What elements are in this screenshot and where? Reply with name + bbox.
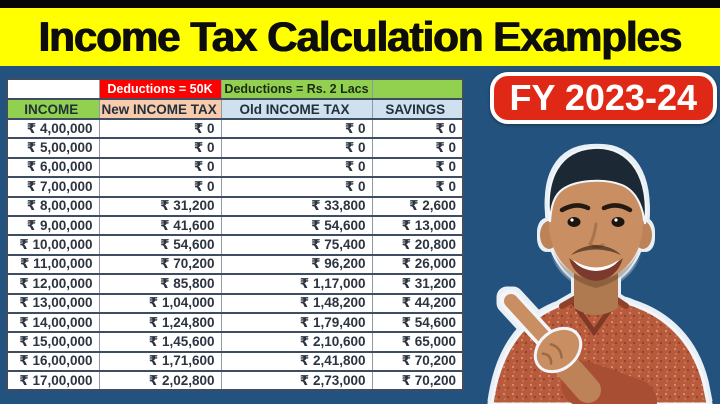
cell-old-tax: ₹ 96,200 — [220, 253, 373, 276]
col-header-new-tax: New INCOME TAX — [98, 98, 222, 120]
cell-new-tax: ₹ 54,600 — [98, 234, 222, 256]
cell-savings: ₹ 44,200 — [371, 292, 464, 314]
cell-old-tax: ₹ 0 — [220, 137, 373, 159]
cell-income: ₹ 13,00,000 — [6, 292, 100, 314]
cell-old-tax: ₹ 0 — [220, 156, 373, 179]
table-row: ₹ 12,00,000 ₹ 85,800 ₹ 1,17,000 ₹ 31,200 — [6, 273, 464, 295]
col-header-income: INCOME — [6, 98, 100, 120]
cell-new-tax: ₹ 31,200 — [98, 195, 222, 217]
cell-income: ₹ 8,00,000 — [6, 195, 100, 217]
col-header-old-tax: Old INCOME TAX — [220, 98, 373, 120]
table-row: ₹ 11,00,000 ₹ 70,200 ₹ 96,200 ₹ 26,000 — [6, 253, 464, 276]
cell-new-tax: ₹ 1,71,600 — [98, 350, 222, 373]
cell-new-tax: ₹ 1,04,000 — [98, 292, 222, 314]
cell-income: ₹ 17,00,000 — [6, 370, 100, 392]
table-row: ₹ 9,00,000 ₹ 41,600 ₹ 54,600 ₹ 13,000 — [6, 214, 464, 237]
cell-income: ₹ 4,00,000 — [6, 117, 100, 140]
cell-savings: ₹ 20,800 — [371, 234, 464, 256]
cell-old-tax: ₹ 75,400 — [220, 234, 373, 256]
table-row: ₹ 10,00,000 ₹ 54,600 ₹ 75,400 ₹ 20,800 — [6, 234, 464, 256]
fy-badge-label: FY 2023-24 — [509, 77, 697, 118]
cell-income: ₹ 10,00,000 — [6, 234, 100, 256]
table-row: ₹ 6,00,000 ₹ 0 ₹ 0 ₹ 0 — [6, 156, 464, 179]
cell-old-tax: ₹ 1,79,400 — [220, 311, 373, 334]
cell-savings: ₹ 31,200 — [371, 273, 464, 295]
cell-new-tax: ₹ 1,24,800 — [98, 311, 222, 334]
cell-new-tax: ₹ 1,45,600 — [98, 331, 222, 353]
table-row: ₹ 16,00,000 ₹ 1,71,600 ₹ 2,41,800 ₹ 70,2… — [6, 350, 464, 373]
deduction-new-label: Deductions = 50K — [98, 78, 222, 100]
cell-savings: ₹ 0 — [371, 176, 464, 198]
column-header-row: INCOME New INCOME TAX Old INCOME TAX SAV… — [6, 98, 464, 120]
cell-old-tax: ₹ 2,41,800 — [220, 350, 373, 373]
cell-savings: ₹ 0 — [371, 156, 464, 179]
title-banner: Income Tax Calculation Examples — [0, 8, 720, 66]
cell-income: ₹ 7,00,000 — [6, 176, 100, 198]
cell-savings: ₹ 2,600 — [371, 195, 464, 217]
cell-old-tax: ₹ 2,73,000 — [220, 370, 373, 392]
cell-savings: ₹ 70,200 — [371, 370, 464, 392]
cell-income: ₹ 11,00,000 — [6, 253, 100, 276]
man-pointing-illustration — [490, 146, 710, 404]
cell-savings: ₹ 54,600 — [371, 311, 464, 334]
cell-new-tax: ₹ 0 — [98, 137, 222, 159]
cell-savings: ₹ 26,000 — [371, 253, 464, 276]
cell-old-tax: ₹ 0 — [220, 117, 373, 140]
cell-income: ₹ 5,00,000 — [6, 137, 100, 159]
blank-cell — [6, 78, 100, 100]
table-row: ₹ 5,00,000 ₹ 0 ₹ 0 ₹ 0 — [6, 137, 464, 159]
cell-new-tax: ₹ 70,200 — [98, 253, 222, 276]
cell-income: ₹ 9,00,000 — [6, 214, 100, 237]
cell-income: ₹ 14,00,000 — [6, 311, 100, 334]
table-row: ₹ 7,00,000 ₹ 0 ₹ 0 ₹ 0 — [6, 176, 464, 198]
deductions-row: Deductions = 50K Deductions = Rs. 2 Lacs — [6, 78, 464, 100]
cell-new-tax: ₹ 0 — [98, 176, 222, 198]
cell-new-tax: ₹ 41,600 — [98, 214, 222, 237]
cell-old-tax: ₹ 1,48,200 — [220, 292, 373, 314]
table-row: ₹ 13,00,000 ₹ 1,04,000 ₹ 1,48,200 ₹ 44,2… — [6, 292, 464, 314]
person-image — [466, 140, 720, 404]
col-header-savings: SAVINGS — [371, 98, 464, 120]
cell-old-tax: ₹ 0 — [220, 176, 373, 198]
cell-old-tax: ₹ 1,17,000 — [220, 273, 373, 295]
cell-old-tax: ₹ 33,800 — [220, 195, 373, 217]
cell-new-tax: ₹ 0 — [98, 156, 222, 179]
cell-savings: ₹ 0 — [371, 117, 464, 140]
cell-savings: ₹ 65,000 — [371, 331, 464, 353]
cell-new-tax: ₹ 85,800 — [98, 273, 222, 295]
income-tax-table: Deductions = 50K Deductions = Rs. 2 Lacs… — [6, 78, 464, 392]
cell-income: ₹ 12,00,000 — [6, 273, 100, 295]
table-row: ₹ 8,00,000 ₹ 31,200 ₹ 33,800 ₹ 2,600 — [6, 195, 464, 217]
cell-savings: ₹ 13,000 — [371, 214, 464, 237]
cell-savings: ₹ 0 — [371, 137, 464, 159]
table-row: ₹ 15,00,000 ₹ 1,45,600 ₹ 2,10,600 ₹ 65,0… — [6, 331, 464, 353]
table-row: ₹ 14,00,000 ₹ 1,24,800 ₹ 1,79,400 ₹ 54,6… — [6, 311, 464, 334]
table-body: ₹ 4,00,000 ₹ 0 ₹ 0 ₹ 0 ₹ 5,00,000 ₹ 0 ₹ … — [6, 117, 464, 392]
blank-green-cell — [371, 78, 464, 100]
page-title: Income Tax Calculation Examples — [38, 13, 683, 60]
cell-income: ₹ 6,00,000 — [6, 156, 100, 179]
cell-savings: ₹ 70,200 — [371, 350, 464, 373]
table-row: ₹ 4,00,000 ₹ 0 ₹ 0 ₹ 0 — [6, 117, 464, 140]
cell-income: ₹ 16,00,000 — [6, 350, 100, 373]
deduction-old-label: Deductions = Rs. 2 Lacs — [220, 78, 373, 100]
cell-old-tax: ₹ 2,10,600 — [220, 331, 373, 353]
table-row: ₹ 17,00,000 ₹ 2,02,800 ₹ 2,73,000 ₹ 70,2… — [6, 370, 464, 392]
cell-income: ₹ 15,00,000 — [6, 331, 100, 353]
cell-new-tax: ₹ 2,02,800 — [98, 370, 222, 392]
cell-new-tax: ₹ 0 — [98, 117, 222, 140]
fy-badge: FY 2023-24 — [489, 72, 717, 124]
cell-old-tax: ₹ 54,600 — [220, 214, 373, 237]
top-border-bar — [0, 0, 720, 8]
